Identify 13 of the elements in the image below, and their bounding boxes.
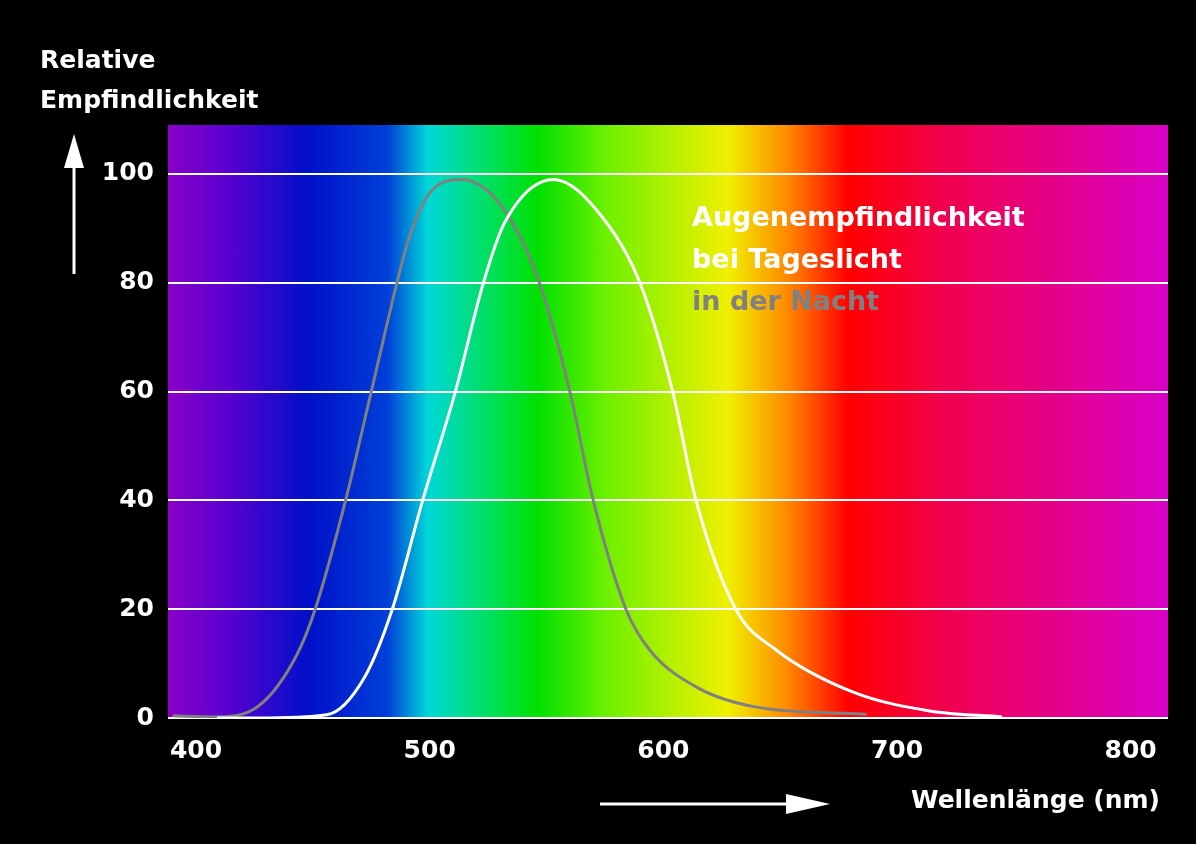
y-axis-title: Relative Empfindlichkeit	[40, 44, 259, 116]
y-tick-label: 0	[136, 701, 154, 731]
y-tick-label: 60	[119, 375, 154, 405]
y-tick-label: 100	[101, 157, 154, 187]
x-axis-title: Wellenlänge (nm)	[910, 785, 1160, 814]
x-tick-label: 400	[169, 734, 223, 764]
x-tick-label: 700	[870, 734, 924, 764]
x-tick-label: 500	[403, 734, 456, 764]
y-tick-label: 80	[119, 266, 154, 296]
y-tick-label: 40	[119, 483, 154, 513]
x-tick-label: 600	[637, 734, 690, 764]
y-tick-label: 20	[119, 592, 154, 622]
x-tick-label: 800	[1104, 734, 1157, 764]
